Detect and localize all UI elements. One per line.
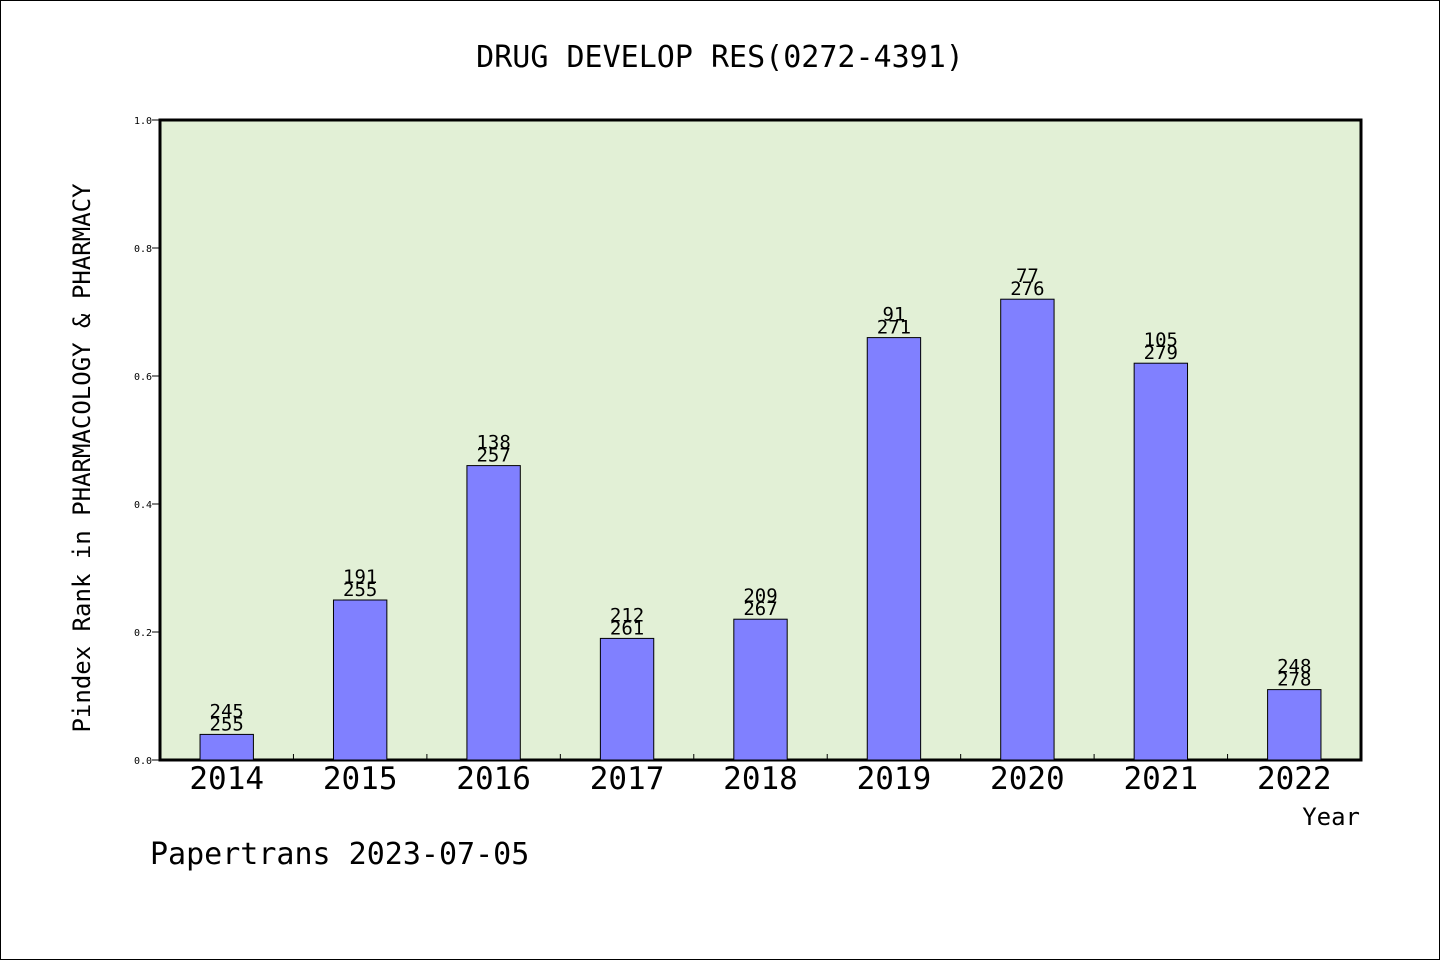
bar-total-label: 261 <box>610 617 644 639</box>
bar-rank-label: 245 <box>210 700 244 722</box>
y-tick-label: 0.2 <box>134 628 152 639</box>
y-tick-label: 0.8 <box>134 244 152 255</box>
bar-total-label: 257 <box>476 445 510 467</box>
footer-watermark: Papertrans 2023-07-05 <box>150 837 529 872</box>
bar-total-label: 279 <box>1144 342 1178 364</box>
x-tick-label: 2016 <box>456 761 531 797</box>
bar-total-label: 255 <box>210 713 244 735</box>
bar <box>1000 298 1055 761</box>
bar-total-label: 255 <box>343 579 377 601</box>
x-tick-label: 2015 <box>323 761 398 797</box>
x-tick-label: 2020 <box>990 761 1065 797</box>
bar <box>332 599 388 761</box>
x-tick-label: 2017 <box>590 761 665 797</box>
x-tick-label: 2021 <box>1124 761 1199 797</box>
y-axis: 0.0 0.2 0.4 0.6 0.8 1.0 <box>134 116 160 767</box>
y-tick-label: 0.6 <box>134 372 152 383</box>
bar-total-label: 278 <box>1277 669 1311 691</box>
bar <box>866 337 922 761</box>
bar-rank-label: 212 <box>610 604 644 626</box>
bar-rank-label: 105 <box>1144 329 1178 351</box>
bar <box>1267 689 1322 761</box>
bar-rank-label: 209 <box>743 585 777 607</box>
bar-rank-label: 248 <box>1277 656 1311 678</box>
bar <box>599 637 655 761</box>
bar-total-label: 271 <box>877 317 911 339</box>
bar-total-label: 267 <box>743 598 777 620</box>
x-axis-label: Year <box>1302 803 1360 831</box>
bar-rank-label: 138 <box>476 432 510 454</box>
bar-series: 2452551912551382572122612092679127177276… <box>199 265 1322 761</box>
x-tick-label: 2022 <box>1257 761 1332 797</box>
x-tick-label: 2019 <box>857 761 932 797</box>
bar <box>733 618 788 761</box>
y-tick-label: 0.0 <box>134 756 152 767</box>
y-axis-label: Pindex Rank in PHARMACOLOGY & PHARMACY <box>68 183 96 733</box>
chart-title: DRUG DEVELOP RES(0272-4391) <box>476 40 964 75</box>
x-axis: 2014 2015 2016 2017 2018 2019 2020 2021 2022 <box>189 754 1332 797</box>
x-tick-label: 2014 <box>189 761 264 797</box>
bar-rank-label: 191 <box>343 566 377 588</box>
bar <box>466 465 521 761</box>
bar <box>1133 362 1189 761</box>
y-tick-label: 0.4 <box>134 500 152 511</box>
bar <box>199 733 254 761</box>
x-tick-label: 2018 <box>723 761 798 797</box>
y-tick-label: 1.0 <box>134 116 152 127</box>
bar-total-label: 276 <box>1010 278 1044 300</box>
bar-rank-label: 91 <box>882 304 905 326</box>
bar-rank-label: 77 <box>1016 265 1039 287</box>
